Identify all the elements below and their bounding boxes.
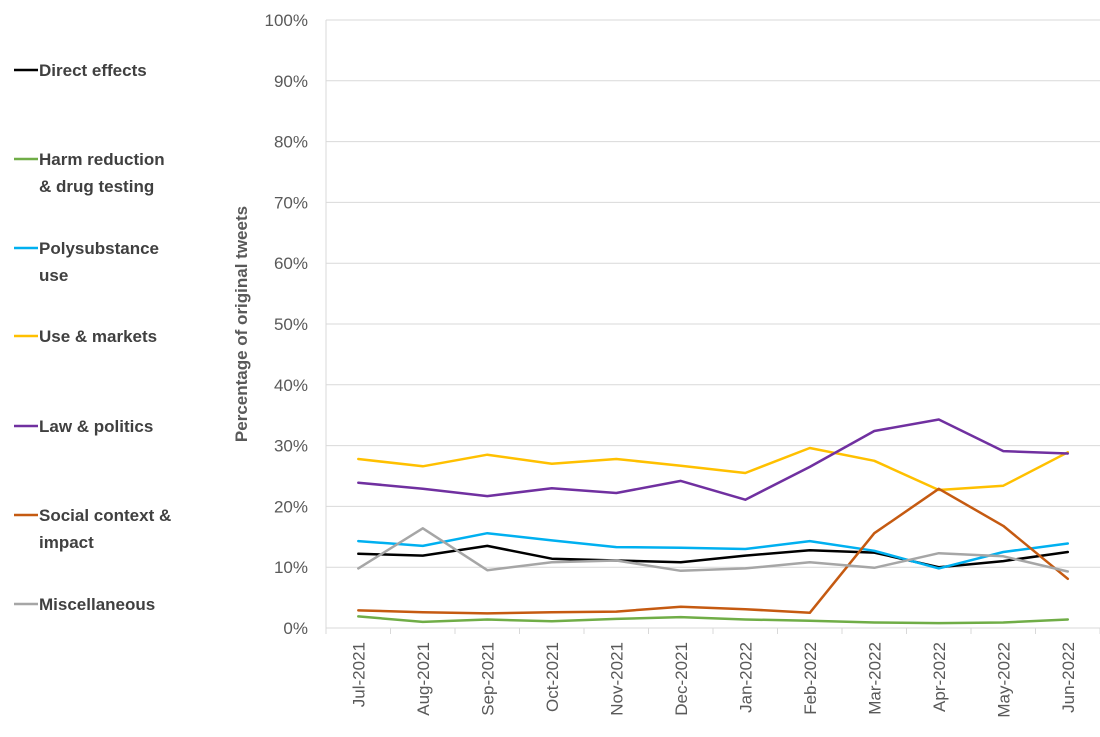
x-tick-label: May-2022: [994, 642, 1013, 718]
x-tick-label: Jul-2021: [349, 642, 368, 707]
legend-label: Miscellaneous: [39, 595, 155, 614]
y-tick-label: 30%: [274, 437, 308, 456]
y-tick-label: 60%: [274, 254, 308, 273]
legend: Direct effects Harm reduction & drug testi…: [14, 61, 171, 614]
legend-label: & drug testing: [39, 177, 154, 196]
axes: 0% 10% 20% 30% 40% 50% 60% 70% 80% 90% 100% Jul-202…: [265, 11, 1100, 718]
legend-label: Harm reduction: [39, 150, 165, 169]
series-lines: [357, 418, 1070, 625]
series-line: [357, 446, 1070, 492]
legend-label: Use & markets: [39, 327, 157, 346]
y-tick-label: 80%: [274, 133, 308, 152]
y-tick-label: 90%: [274, 72, 308, 91]
y-tick-label: 0%: [283, 619, 308, 638]
legend-label: use: [39, 266, 68, 285]
legend-label: Direct effects: [39, 61, 147, 80]
y-tick-label: 70%: [274, 193, 308, 212]
x-tick-label: Dec-2021: [672, 642, 691, 716]
legend-label: impact: [39, 533, 94, 552]
series-line: [357, 531, 1070, 570]
x-tick-label: Apr-2022: [930, 642, 949, 712]
x-tick-label: Sep-2021: [478, 642, 497, 716]
x-tick-label: Oct-2021: [543, 642, 562, 712]
x-tick-label: Feb-2022: [801, 642, 820, 715]
y-tick-label: 20%: [274, 497, 308, 516]
series-line: [357, 527, 1070, 573]
series-line: [357, 487, 1070, 615]
x-tick-label: Jun-2022: [1059, 642, 1078, 713]
y-tick-label: 10%: [274, 558, 308, 577]
gridlines: [326, 19, 1100, 568]
y-tick-label: 100%: [265, 11, 308, 30]
x-tick-label: Aug-2021: [414, 642, 433, 716]
legend-label: Social context &: [39, 506, 171, 525]
x-tick-label: Nov-2021: [607, 642, 626, 716]
series-line: [357, 418, 1070, 501]
x-tick-label: Jan-2022: [736, 642, 755, 713]
series-line: [357, 615, 1070, 625]
y-axis-title: Percentage of original tweets: [232, 206, 251, 442]
legend-label: Law & politics: [39, 417, 153, 436]
y-tick-label: 40%: [274, 376, 308, 395]
y-tick-label: 50%: [274, 315, 308, 334]
legend-label: Polysubstance: [39, 239, 159, 258]
x-tick-label: Mar-2022: [865, 642, 884, 715]
